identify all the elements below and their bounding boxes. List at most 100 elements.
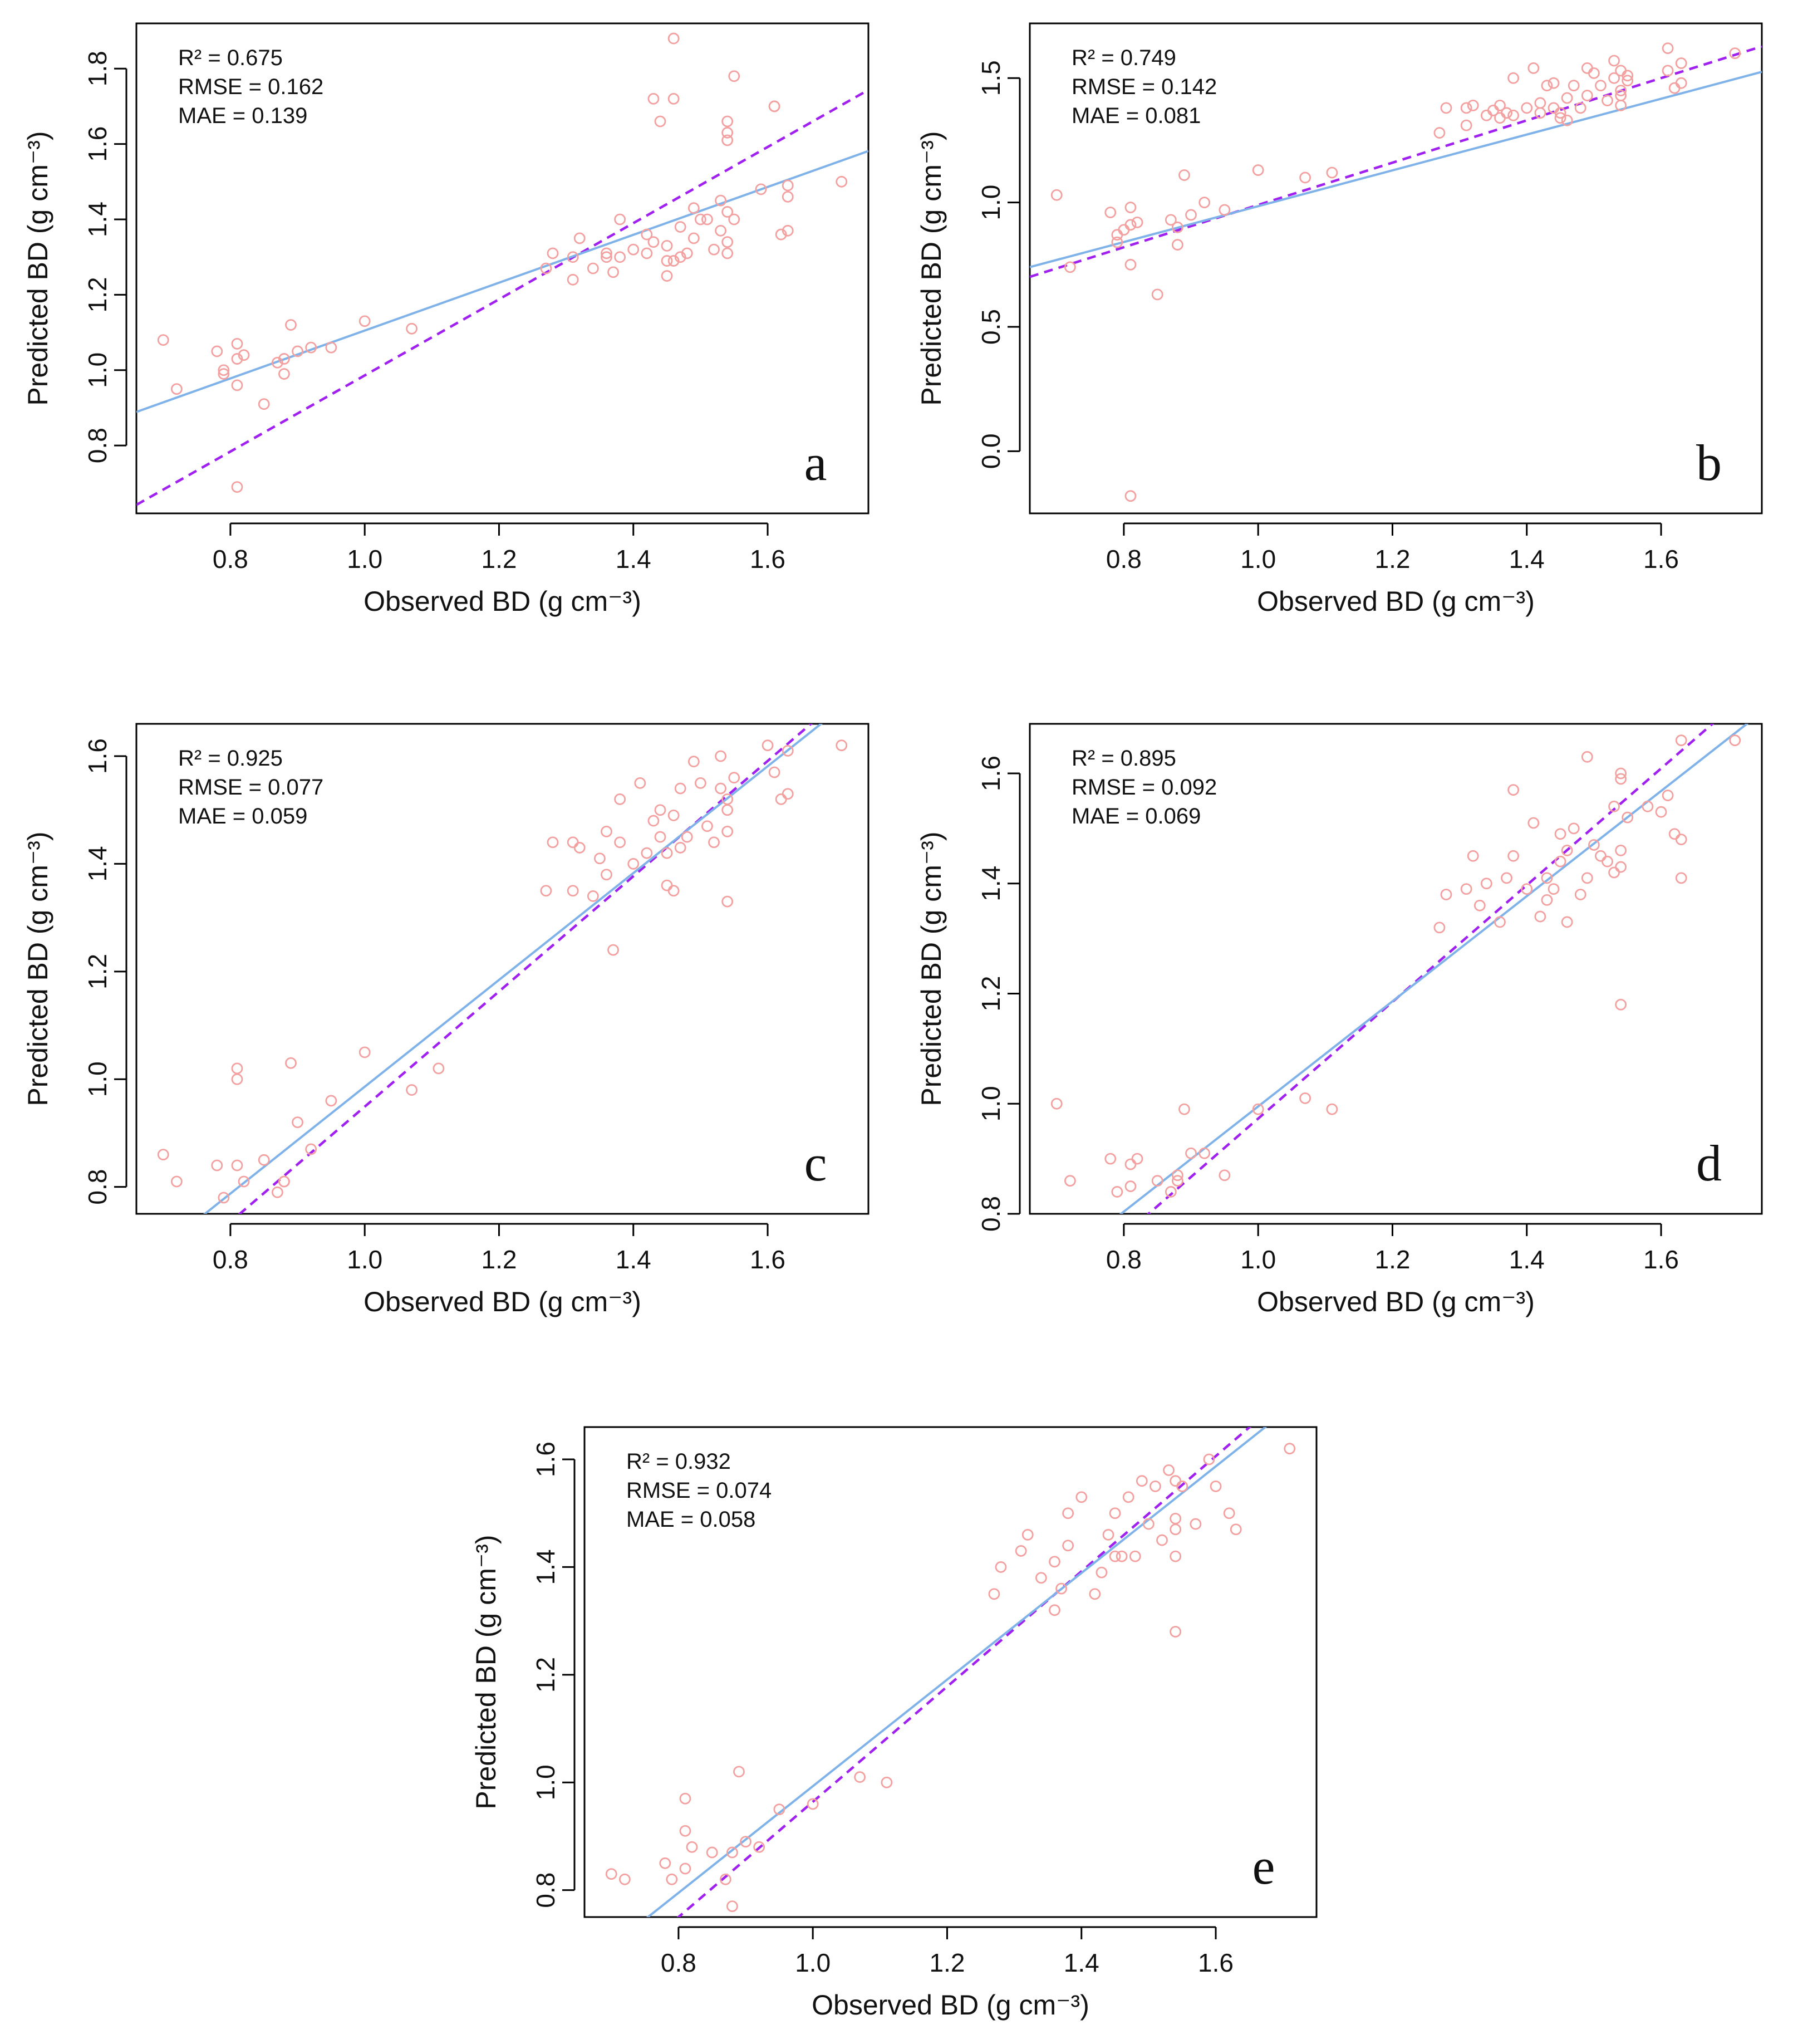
scatter-point xyxy=(995,1561,1007,1573)
scatter-point xyxy=(1602,95,1613,106)
scatter-point xyxy=(647,815,660,827)
scatter-point xyxy=(667,255,680,267)
stat-line: MAE = 0.139 xyxy=(178,104,307,128)
scatter-point xyxy=(1548,883,1560,895)
scatter-point xyxy=(661,255,673,267)
scatter-point xyxy=(715,782,726,795)
scatter-point xyxy=(1581,90,1593,101)
scatter-point xyxy=(231,337,243,350)
plot-frame xyxy=(583,1426,1318,1918)
stat-line: RMSE = 0.092 xyxy=(1072,775,1217,800)
scatter-point xyxy=(1541,872,1553,884)
scatter-point xyxy=(1615,85,1627,97)
plot-frame xyxy=(135,22,870,514)
scatter-point xyxy=(1230,1523,1242,1536)
scatter-point xyxy=(1190,1518,1202,1530)
y-tick-label: 1.8 xyxy=(83,51,112,86)
scatter-point xyxy=(1050,1097,1063,1110)
y-tick-label: 0.8 xyxy=(531,1873,560,1908)
scatter-point xyxy=(755,183,767,195)
scatter-point xyxy=(1326,1103,1338,1115)
scatter-point xyxy=(601,247,612,259)
y-axis-title: Predicted BD (g cm⁻³) xyxy=(916,131,947,405)
scatter-point xyxy=(679,1825,691,1837)
scatter-point xyxy=(1615,998,1627,1011)
scatter-point xyxy=(1104,1153,1117,1165)
scatter-point xyxy=(679,1792,691,1805)
scatter-point xyxy=(782,224,794,237)
scatter-point xyxy=(231,1073,243,1085)
scatter-point xyxy=(1170,1550,1182,1562)
scatter-point xyxy=(694,213,706,226)
scatter-point xyxy=(1433,127,1446,139)
scatter-point xyxy=(1675,57,1687,69)
scatter-panel-c: 0.8 1.0 1.2 1.4 1.6 0.8 1.0 1.2 1.4 1.6 Observed B… xyxy=(22,723,870,1317)
scatter-point xyxy=(782,744,794,757)
scatter-point xyxy=(1062,1540,1074,1552)
scatter-point xyxy=(1521,102,1533,114)
scatter-panel-e: 0.8 1.0 1.2 1.4 1.6 0.8 1.0 1.2 1.4 1.6 Observed B… xyxy=(470,1426,1318,2021)
scatter-point xyxy=(740,1836,751,1848)
scatter-point xyxy=(1172,1169,1183,1182)
scatter-point xyxy=(687,756,700,768)
x-tick-label: 1.2 xyxy=(481,1245,517,1274)
scatter-point xyxy=(1527,817,1540,829)
x-tick-label: 0.8 xyxy=(213,1245,248,1274)
scatter-point xyxy=(1507,109,1520,121)
scatter-point xyxy=(667,885,680,897)
x-tick-label: 1.0 xyxy=(1240,545,1276,574)
scatter-point xyxy=(721,236,734,248)
scatter-point xyxy=(1109,1507,1121,1519)
scatter-point xyxy=(728,70,740,82)
scatter-point xyxy=(641,847,653,859)
x-tick-label: 1.2 xyxy=(1374,1245,1410,1274)
panel-letter: e xyxy=(1252,1838,1275,1895)
scatter-point xyxy=(674,221,686,233)
scatter-point xyxy=(1075,1491,1088,1503)
dashed-reference-line xyxy=(676,1427,1252,1917)
scatter-point xyxy=(661,270,673,282)
scatter-point xyxy=(681,831,693,843)
scatter-point xyxy=(238,1175,250,1188)
scatter-point xyxy=(1554,112,1566,124)
y-tick-label: 1.6 xyxy=(83,738,112,774)
scatter-point xyxy=(1165,214,1177,226)
scatter-point xyxy=(753,1841,765,1853)
scatter-point xyxy=(607,266,619,278)
scatter-point xyxy=(1675,834,1687,846)
scatter-point xyxy=(1561,92,1573,104)
scatter-point xyxy=(292,1116,303,1129)
scatter-point xyxy=(1185,209,1197,221)
scatter-point xyxy=(667,32,680,45)
y-tick-label: 1.2 xyxy=(531,1657,560,1693)
dashed-reference-line xyxy=(1030,45,1762,278)
scatter-point xyxy=(231,1159,243,1171)
scatter-point xyxy=(1433,921,1446,934)
scatter-point xyxy=(567,885,579,897)
scatter-point xyxy=(1568,80,1580,92)
scatter-point xyxy=(701,213,713,226)
scatter-point xyxy=(1729,47,1741,60)
scatter-point xyxy=(654,115,666,128)
y-axis-title: Predicted BD (g cm⁻³) xyxy=(470,1535,502,1809)
stat-line: R² = 0.749 xyxy=(1072,46,1176,70)
scatter-point xyxy=(659,1857,671,1869)
y-tick-label: 1.4 xyxy=(83,202,112,237)
x-tick-label: 1.2 xyxy=(1374,545,1410,574)
scatter-point xyxy=(687,202,700,214)
scatter-point xyxy=(647,92,660,105)
stat-line: RMSE = 0.142 xyxy=(1072,75,1217,99)
scatter-point xyxy=(1111,236,1123,248)
scatter-point xyxy=(1588,839,1600,851)
scatter-point xyxy=(679,1862,691,1875)
scatter-point xyxy=(540,885,552,897)
scatter-point xyxy=(1588,67,1600,79)
scatter-point xyxy=(1440,102,1452,114)
scatter-point xyxy=(1035,1572,1047,1584)
scatter-point xyxy=(661,847,673,859)
scatter-point xyxy=(170,383,183,395)
scatter-point xyxy=(1170,1626,1182,1638)
scatter-point xyxy=(601,251,612,263)
scatter-point xyxy=(721,134,734,146)
scatter-point xyxy=(721,115,734,128)
